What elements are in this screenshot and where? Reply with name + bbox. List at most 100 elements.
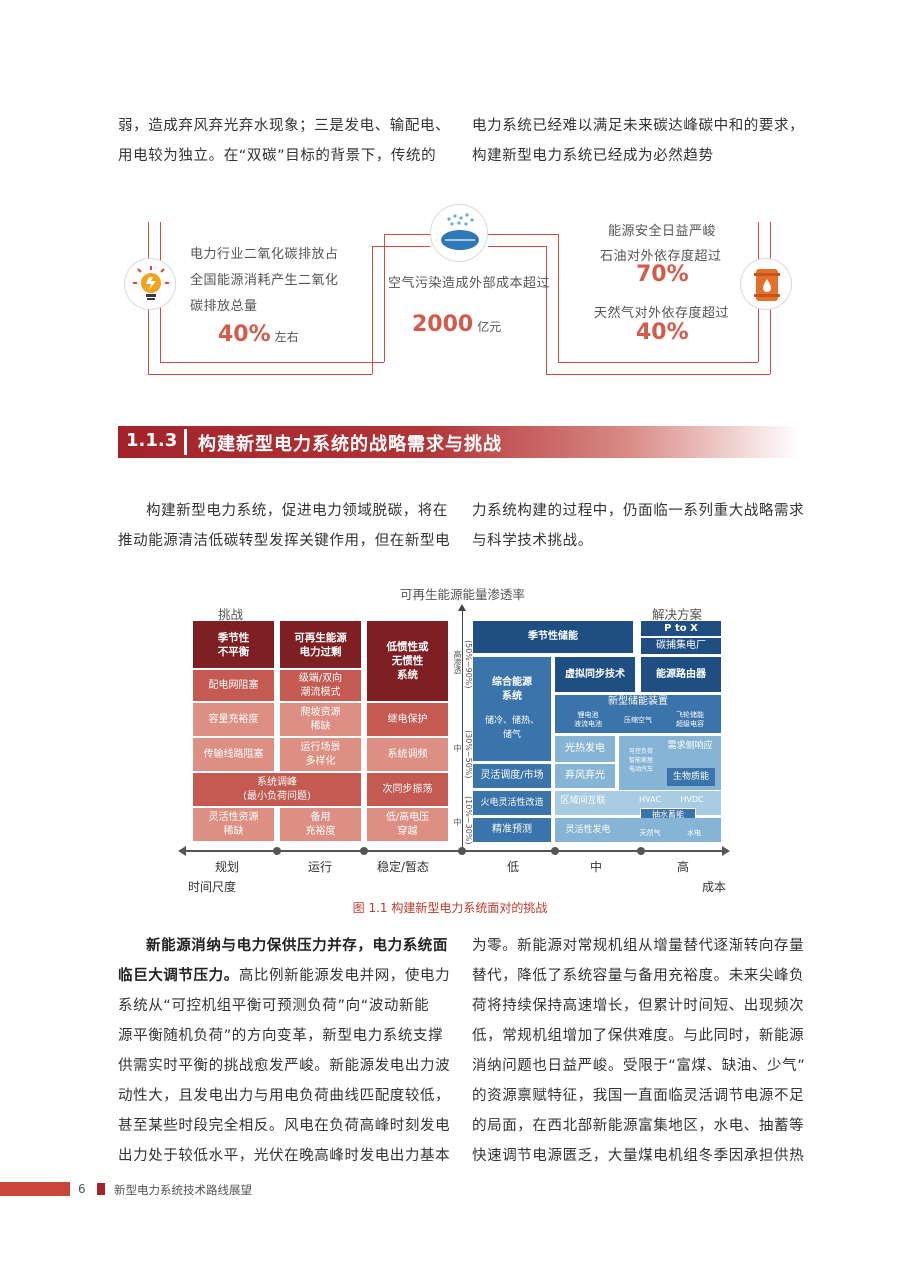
ig-line <box>558 234 559 362</box>
ig-line <box>488 246 546 247</box>
page-number: 6 <box>78 1182 86 1196</box>
section-title: 构建新型电力系统的战略需求与挑战 <box>198 434 502 455</box>
axis-arrow-left <box>178 846 186 856</box>
challenge-box: 系统调频 <box>367 738 448 771</box>
solution-box: 灵活调度/市场 <box>473 764 551 788</box>
ig-line <box>488 234 558 235</box>
solution-label: 水电 <box>687 829 701 837</box>
cost-tick: 低 <box>507 860 520 874</box>
level-low-word: 中 <box>453 818 462 826</box>
challenge-box: 可再生能源 电力过剩 <box>280 621 361 668</box>
solution-label: 锂电池 液流电池 <box>574 711 602 728</box>
figure-solution-title: 解决方案 <box>652 607 703 622</box>
ig-oil-label: 石油对外依存度超过 <box>600 249 722 264</box>
top-text-right: 电力系统已经难以满足未来碳达峰碳中和的要求， 构建新型电力系统已经成为必然趋势 <box>472 118 805 164</box>
air-pollution-icon <box>430 204 488 262</box>
section-number: 1.1.3 <box>126 430 178 451</box>
figure-top-title: 可再生能源能量渗透率 <box>400 587 526 602</box>
challenge-box: 低惯性或 无惯性 系统 <box>367 621 448 701</box>
axis-dot <box>360 847 368 855</box>
solution-box: P to X <box>641 621 721 636</box>
challenge-box: 传输线路阻塞 <box>193 738 274 771</box>
ig-line <box>372 246 430 247</box>
body-right: 为零。新能源对常规机组从增量替代逐渐转向存量 替代，降低了系统容量与备用充裕度。… <box>472 938 806 1164</box>
lightbulb-icon <box>124 258 176 310</box>
axis-dot <box>551 847 559 855</box>
solution-box: 虚拟同步技术 <box>555 657 635 692</box>
challenge-box: 灵活性资源 稀缺 <box>193 808 274 841</box>
challenge-box: 爬坡资源 稀缺 <box>280 703 361 736</box>
figure-caption: 图 1.1 构建新型电力系统面对的挑战 <box>352 901 548 915</box>
solution-box-integrated: 综合能源 系统 储冷、储热、 储气 <box>473 657 551 761</box>
ig-line <box>372 246 373 374</box>
ig-gas-value: 40% <box>636 320 689 345</box>
axis-dot <box>458 847 466 855</box>
cost-tick: 高 <box>677 860 690 874</box>
solution-label: 灵活性发电 <box>565 825 611 835</box>
ig-left-value: 40% 左右 <box>218 322 299 347</box>
footer-title: 新型电力系统技术路线展望 <box>114 1183 252 1197</box>
body-left: 新能源消纳与电力保供压力并存，电力系统面 临巨大调节压力。高比例新能源发电并网，… <box>118 938 451 1164</box>
solution-label: 可控负荷 智能家居 电动汽车 <box>628 747 653 773</box>
solution-box: 生物质能 <box>667 768 715 786</box>
section-divider <box>184 429 187 455</box>
solution-box: 光热发电 <box>555 736 615 762</box>
ig-line <box>546 374 770 375</box>
solution-label: 天然气 <box>639 829 661 837</box>
ig-gas-label: 天然气对外依存度超过 <box>594 306 730 321</box>
solution-box: 碳捕集电厂 <box>641 638 721 654</box>
ig-line <box>384 234 430 235</box>
solution-box-flexgen <box>555 818 721 842</box>
figure-challenge-title: 挑战 <box>218 607 244 622</box>
solution-label: 飞轮储能 超级电容 <box>676 711 704 728</box>
ig-line <box>558 362 758 363</box>
intro-right: 力系统构建的过程中，仍面临一系列重大战略需求 与科学技术挑战。 <box>472 503 805 549</box>
footer-bar <box>0 1182 70 1196</box>
level-mid-word: 中 <box>453 744 462 752</box>
challenge-box: 配电网阻塞 <box>193 670 274 701</box>
axis-dot <box>637 847 645 855</box>
ig-right-header: 能源安全日益严峻 <box>608 224 717 239</box>
challenge-box-wide: 系统调峰 (最小负荷问题) <box>193 773 361 806</box>
ig-line <box>148 374 372 375</box>
level-high: (50%~90%) <box>464 640 473 689</box>
solution-box: 季节性储能 <box>473 621 633 653</box>
axis-arrow-right <box>722 846 730 856</box>
footer-marker <box>97 1183 105 1195</box>
time-tick: 规划 <box>215 860 240 874</box>
solution-box: 能源路由器 <box>641 657 721 692</box>
section-header: 1.1.3 构建新型电力系统的战略需求与挑战 <box>118 426 800 458</box>
time-tick: 运行 <box>308 860 333 874</box>
challenge-box: 备用 充裕度 <box>280 808 361 841</box>
solution-label: 需求侧响应 <box>667 741 713 751</box>
solution-label: HVAC <box>639 795 661 804</box>
level-high-word: 高渗透 <box>453 650 462 674</box>
time-tick: 稳定/暂态 <box>377 860 430 874</box>
cost-tick: 中 <box>590 860 603 874</box>
ig-oil-value: 70% <box>636 262 689 287</box>
ig-left-text: 电力行业二氧化碳排放占 全国能源消耗产生二氧化 碳排放总量 <box>190 247 339 314</box>
solution-box: 精准预测 <box>473 818 551 842</box>
level-mid: (30%~50%) <box>464 730 473 779</box>
horizontal-axis <box>184 850 724 852</box>
challenge-box: 运行场景 多样化 <box>280 738 361 771</box>
ig-middle-value: 2000 亿元 <box>412 312 502 337</box>
ig-line <box>160 362 384 363</box>
ig-line <box>384 234 385 362</box>
penetration-axis <box>462 610 463 848</box>
axis-dot <box>273 847 281 855</box>
challenge-box: 次同步振荡 <box>367 773 448 806</box>
solution-box: 弃风弃光 <box>555 764 615 788</box>
intro-left: 构建新型电力系统，促进电力领域脱碳，将在 推动能源清洁低碳转型发挥关键作用，但在… <box>118 503 451 549</box>
solution-label: HVDC <box>680 795 704 804</box>
challenge-box: 低/高电压 穿越 <box>367 808 448 841</box>
solution-box: 火电灵活性改造 <box>473 791 551 815</box>
oil-barrel-icon <box>740 258 792 310</box>
ig-line <box>546 246 547 374</box>
axis-arrow <box>458 604 466 611</box>
time-axis-label: 时间尺度 <box>188 880 237 894</box>
cost-axis-label: 成本 <box>702 880 727 894</box>
ig-middle-text: 空气污染造成外部成本超过 <box>388 276 551 291</box>
solution-label: 压缩空气 <box>624 716 652 724</box>
challenge-box: 容量充裕度 <box>193 703 274 736</box>
